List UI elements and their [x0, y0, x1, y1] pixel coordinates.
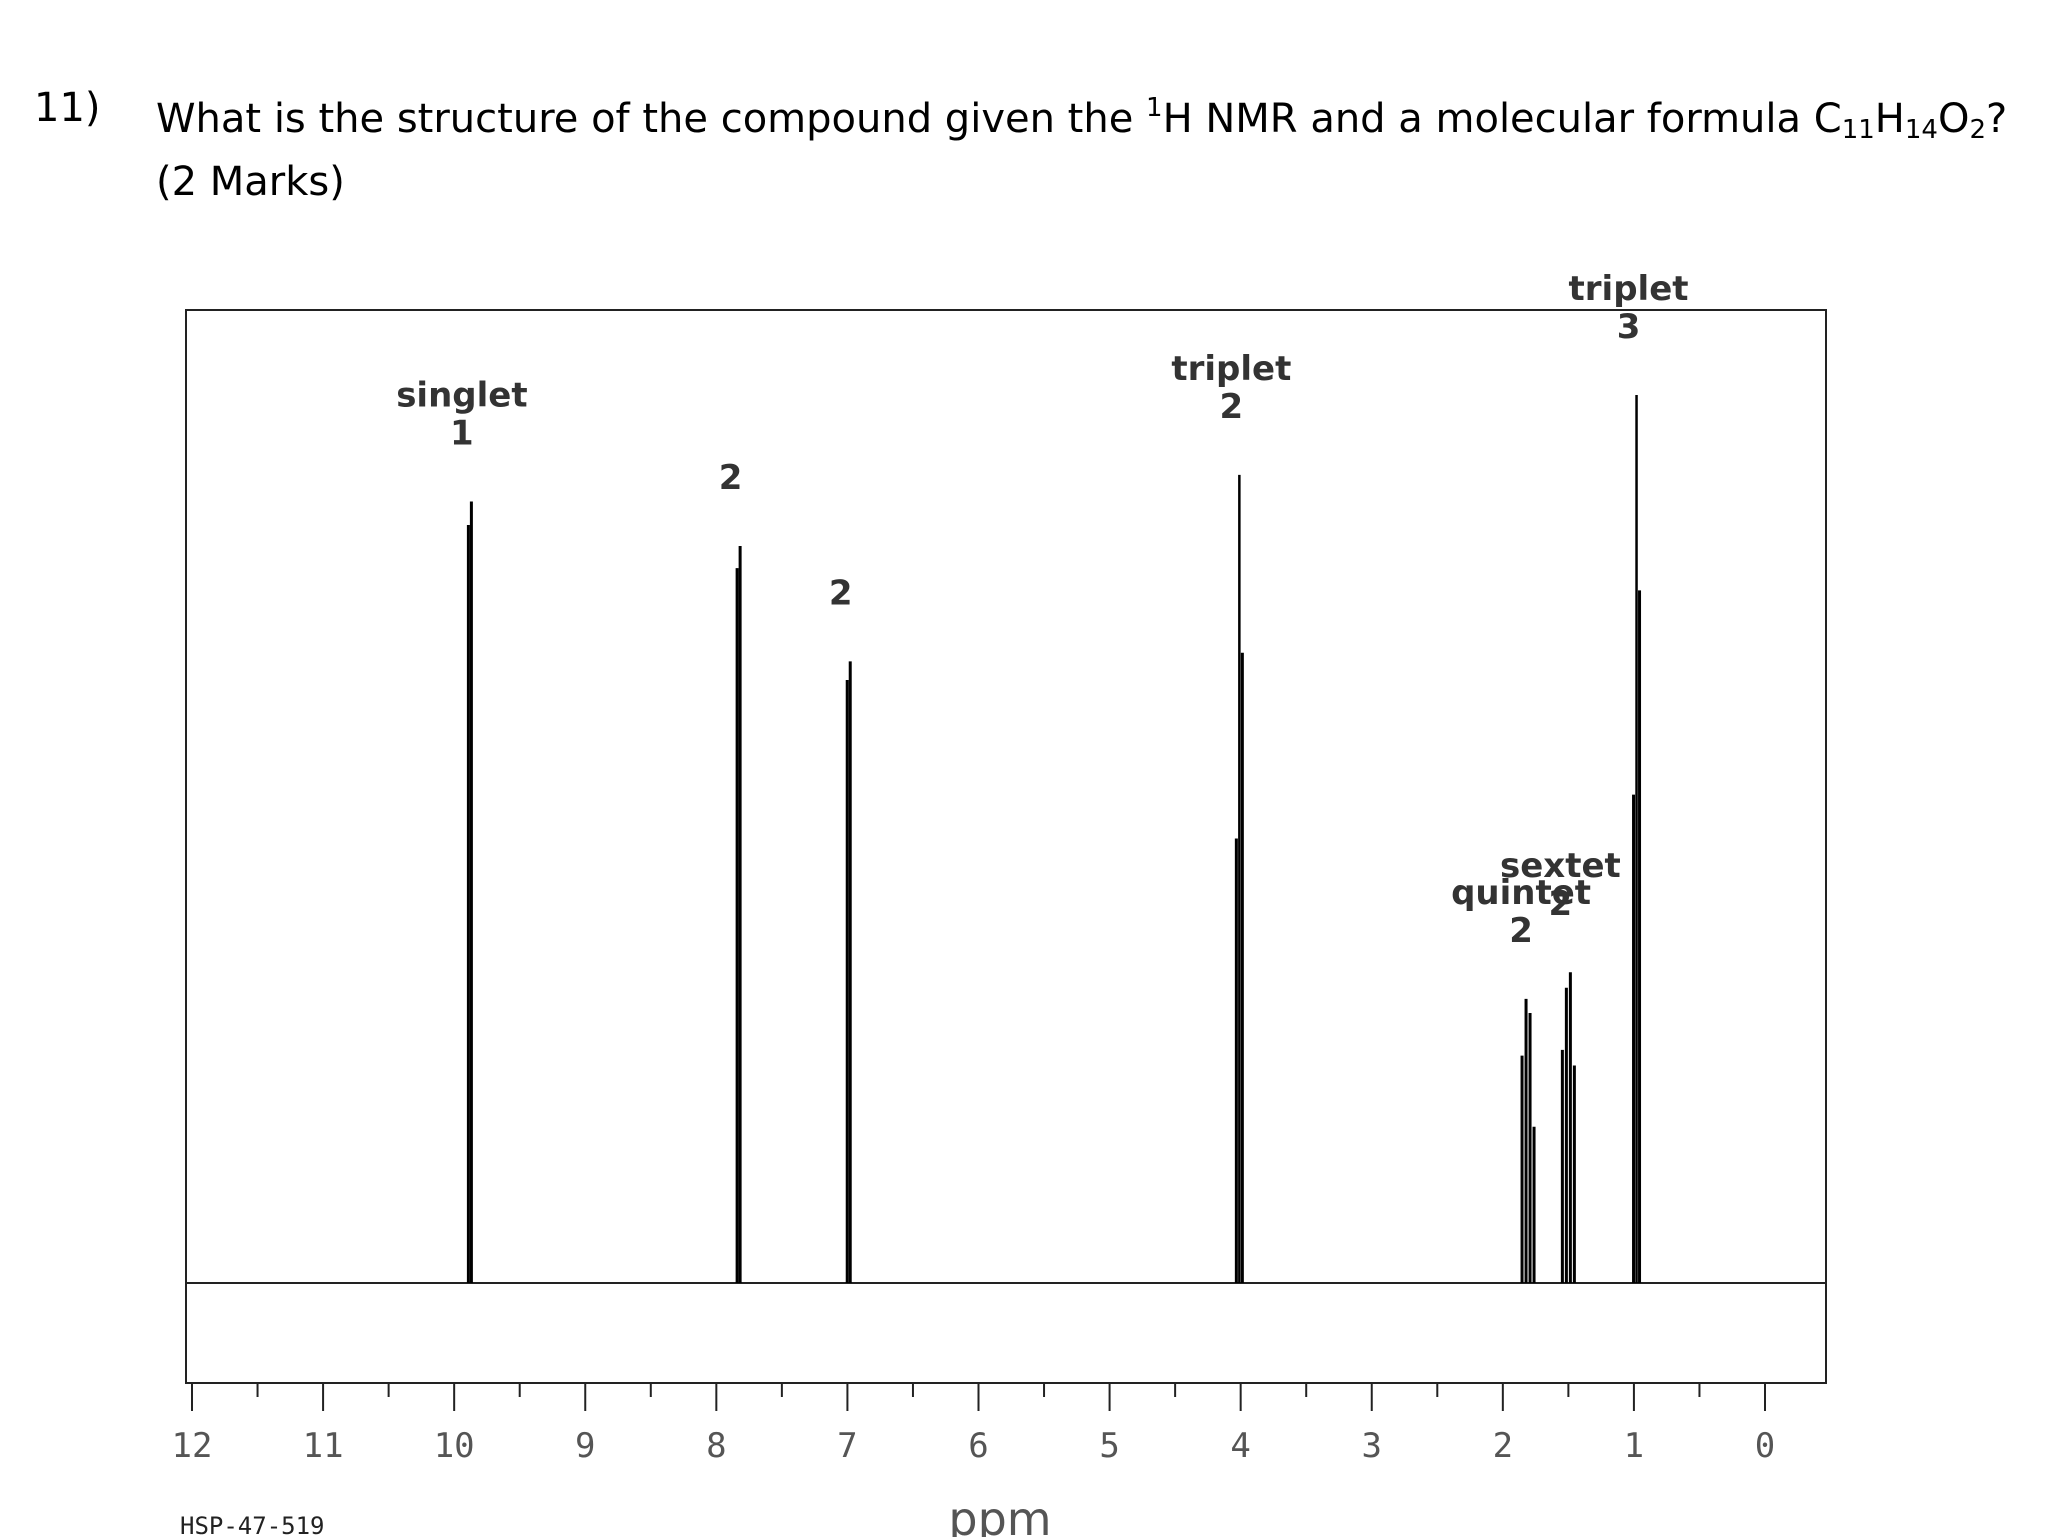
- x-tick-label: 10: [434, 1426, 475, 1466]
- question-text: What is the structure of the compound gi…: [156, 82, 2054, 208]
- peak-integration-label: 2: [1549, 884, 1573, 924]
- peak-multiplicity-label: triplet: [1171, 349, 1291, 389]
- peak: [1520, 998, 1536, 1283]
- spectrum-peaks: [466, 395, 1642, 1283]
- peak-multiplicity-label: sextet: [1500, 846, 1621, 886]
- x-axis-label: ppm: [948, 1492, 1051, 1537]
- peak: [845, 661, 852, 1283]
- peak: [1632, 395, 1642, 1283]
- x-axis-tick-labels: 12 11 10 9 8 7 6 5 4 3 2 1 0: [172, 1426, 1776, 1466]
- x-tick-label: 0: [1755, 1426, 1775, 1466]
- peak-integration-label: 2: [1509, 911, 1533, 951]
- x-tick-label: 4: [1230, 1426, 1250, 1466]
- question-text-part: ? (2 Marks): [156, 96, 2008, 205]
- peak-integration-label: 2: [1220, 387, 1244, 427]
- x-tick-label: 3: [1362, 1426, 1382, 1466]
- formula-element: O: [1937, 96, 1970, 142]
- peak: [735, 545, 742, 1283]
- x-tick-label: 2: [1493, 1426, 1513, 1466]
- question-text-part: What is the structure of the compound gi…: [156, 96, 1147, 142]
- x-tick-label: 8: [706, 1426, 726, 1466]
- formula-element: H: [1874, 96, 1905, 142]
- question-text-part: H NMR and a molecular formula C: [1162, 96, 1842, 142]
- peak-multiplicity-label: triplet: [1569, 269, 1689, 309]
- x-tick-label: 6: [968, 1426, 988, 1466]
- plot-frame: [185, 309, 1827, 1384]
- spectrum-id: HSP-47-519: [180, 1512, 325, 1537]
- peak-multiplicity-label: singlet: [396, 376, 527, 416]
- x-tick-label: 7: [837, 1426, 857, 1466]
- peak-multiplicity-label: quintet: [1451, 873, 1591, 913]
- peak: [1560, 972, 1576, 1283]
- peak-integration-label: 3: [1617, 307, 1641, 347]
- x-tick-label: 1: [1624, 1426, 1644, 1466]
- peak: [1234, 474, 1244, 1283]
- peak-integration-label: 2: [719, 458, 743, 498]
- x-tick-label: 12: [172, 1426, 213, 1466]
- formula-subscript: 2: [1969, 115, 1986, 145]
- x-tick-label: 9: [575, 1426, 595, 1466]
- x-axis-ticks: [191, 1383, 1766, 1411]
- x-tick-label: 11: [303, 1426, 344, 1466]
- question-number: 11): [34, 85, 101, 131]
- formula-subscript: 14: [1904, 115, 1938, 145]
- nucleus-superscript: 1: [1146, 93, 1163, 123]
- peak-integration-label: 2: [829, 573, 853, 613]
- peak-integration-label: 1: [450, 414, 474, 454]
- x-tick-label: 5: [1099, 1426, 1119, 1466]
- peak-labels: singlet122triplet2quintet2sextet2triplet…: [396, 269, 1688, 951]
- peak: [466, 501, 473, 1283]
- formula-subscript: 11: [1841, 115, 1875, 145]
